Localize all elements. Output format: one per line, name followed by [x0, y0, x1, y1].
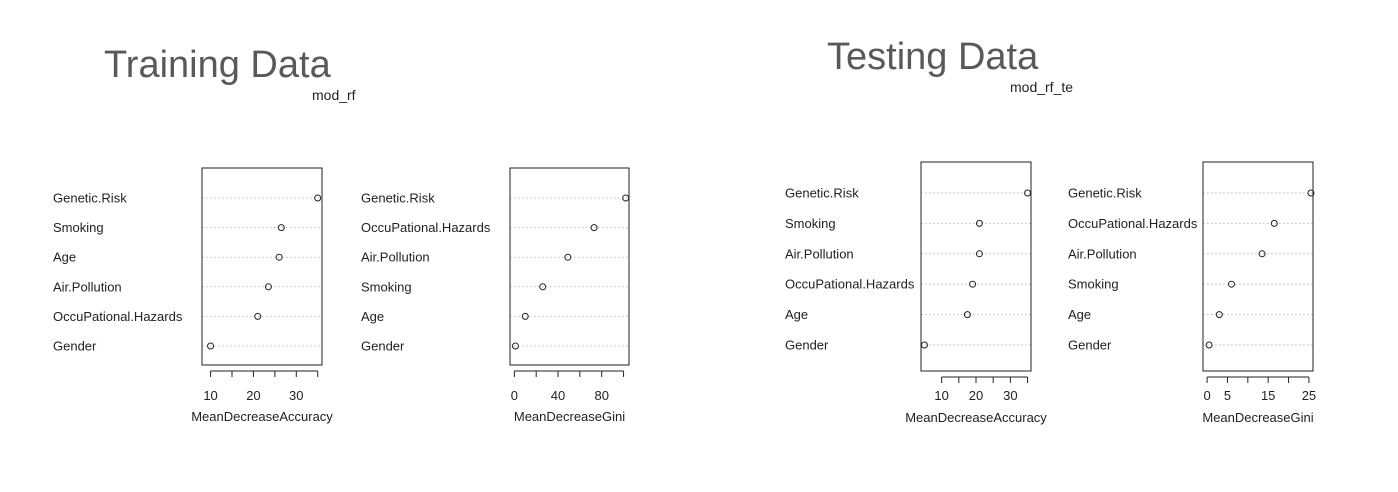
x-tick-label: 5: [1224, 388, 1231, 403]
x-tick-label: 40: [551, 388, 565, 403]
x-tick-label: 15: [1261, 388, 1275, 403]
category-label: OccuPational.Hazards: [785, 277, 915, 292]
x-tick-label: 10: [934, 388, 948, 403]
data-point: [1205, 341, 1213, 349]
x-tick-label: 30: [1003, 388, 1017, 403]
data-point: [264, 283, 272, 291]
data-point: [969, 280, 977, 288]
category-label: Genetic.Risk: [1068, 186, 1142, 201]
plot-frame: [509, 167, 630, 366]
data-point: [254, 312, 262, 320]
category-label: Genetic.Risk: [53, 191, 127, 206]
testing-model-subtitle: mod_rf_te: [1010, 79, 1074, 95]
data-point: [539, 283, 547, 291]
category-label: Air.Pollution: [53, 279, 122, 294]
category-label: OccuPational.Hazards: [361, 220, 491, 235]
data-point: [1258, 250, 1266, 258]
x-axis-label: MeanDecreaseGini: [1202, 410, 1313, 425]
data-point: [975, 219, 983, 227]
testing-data-heading: Testing Data: [827, 36, 1039, 78]
data-point: [511, 342, 519, 350]
data-point: [963, 311, 971, 319]
category-label: Smoking: [361, 279, 412, 294]
data-point: [275, 253, 283, 261]
data-point: [277, 224, 285, 232]
x-tick-label: 25: [1302, 388, 1316, 403]
x-tick-label: 30: [289, 388, 303, 403]
data-point: [1228, 280, 1236, 288]
data-point: [314, 194, 322, 202]
category-label: Age: [53, 250, 76, 265]
x-tick-label: 0: [1203, 388, 1210, 403]
data-point: [975, 250, 983, 258]
category-label: Gender: [53, 339, 97, 354]
data-point: [622, 194, 630, 202]
data-point: [1307, 189, 1315, 197]
category-label: Genetic.Risk: [361, 191, 435, 206]
category-label: OccuPational.Hazards: [53, 309, 183, 324]
category-label: OccuPational.Hazards: [1068, 216, 1198, 231]
training-data-heading: Training Data: [104, 44, 331, 86]
category-label: Gender: [785, 338, 829, 353]
x-tick-label: 0: [511, 388, 518, 403]
x-axis-label: MeanDecreaseAccuracy: [191, 409, 333, 424]
data-point: [1270, 219, 1278, 227]
category-label: Smoking: [53, 220, 104, 235]
data-point: [564, 253, 572, 261]
category-label: Gender: [1068, 338, 1112, 353]
x-axis-label: MeanDecreaseGini: [514, 409, 625, 424]
data-point: [1215, 311, 1223, 319]
category-label: Genetic.Risk: [785, 186, 859, 201]
data-point: [207, 342, 215, 350]
x-tick-label: 10: [203, 388, 217, 403]
category-label: Smoking: [785, 216, 836, 231]
category-label: Age: [1068, 307, 1091, 322]
category-label: Air.Pollution: [361, 250, 430, 265]
training-model-subtitle: mod_rf: [312, 87, 356, 103]
data-point: [521, 312, 529, 320]
category-label: Age: [785, 307, 808, 322]
data-point: [590, 224, 598, 232]
category-label: Smoking: [1068, 277, 1119, 292]
x-tick-label: 80: [594, 388, 608, 403]
plot-frame: [201, 167, 323, 366]
category-label: Air.Pollution: [1068, 246, 1137, 261]
category-label: Age: [361, 309, 384, 324]
category-label: Gender: [361, 339, 405, 354]
category-label: Air.Pollution: [785, 246, 854, 261]
plot-frame: [1202, 161, 1314, 372]
x-axis-label: MeanDecreaseAccuracy: [905, 410, 1047, 425]
x-tick-label: 20: [969, 388, 983, 403]
x-tick-label: 20: [246, 388, 260, 403]
plot-frame: [920, 161, 1032, 372]
